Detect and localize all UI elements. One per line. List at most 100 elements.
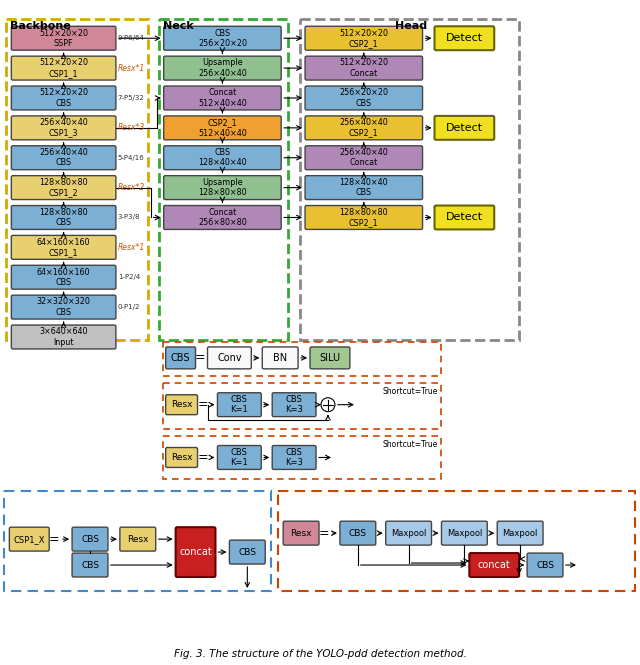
Bar [278,491,635,591]
Text: CBS: CBS [349,529,367,538]
Text: Fig. 3. The structure of the YOLO-pdd detection method.: Fig. 3. The structure of the YOLO-pdd de… [173,648,467,658]
FancyBboxPatch shape [12,325,116,349]
Text: CBS
K=3: CBS K=3 [285,395,303,414]
Text: Resx*1: Resx*1 [118,64,145,72]
Text: CBS
256×20×20: CBS 256×20×20 [198,29,247,48]
Text: Detect: Detect [446,123,483,133]
Text: Detect: Detect [446,213,483,223]
FancyBboxPatch shape [469,553,519,577]
FancyBboxPatch shape [305,116,422,140]
FancyBboxPatch shape [12,146,116,170]
FancyBboxPatch shape [218,446,261,469]
Text: 9-P6/64: 9-P6/64 [118,35,145,41]
FancyBboxPatch shape [310,347,350,369]
Text: CBS
K=3: CBS K=3 [285,448,303,467]
Text: =: = [197,398,208,411]
Text: CBS: CBS [536,561,554,569]
FancyBboxPatch shape [12,86,116,110]
Text: CBS: CBS [238,547,256,557]
Text: 128×80×80
CBS: 128×80×80 CBS [39,207,88,227]
Text: Neck: Neck [163,21,193,31]
Text: BN: BN [273,353,287,363]
Text: CBS: CBS [81,561,99,569]
Text: 3×640×640
Input: 3×640×640 Input [40,327,88,346]
Text: CBS
K=1: CBS K=1 [230,395,248,414]
FancyBboxPatch shape [305,56,422,80]
Text: Shortcut=True: Shortcut=True [382,440,438,449]
FancyBboxPatch shape [497,521,543,545]
FancyBboxPatch shape [283,521,319,545]
Text: Resx*3: Resx*3 [118,124,145,132]
Bar [163,342,442,376]
Text: 128×80×80
CSP1_2: 128×80×80 CSP1_2 [39,178,88,198]
FancyBboxPatch shape [12,27,116,50]
FancyBboxPatch shape [305,86,422,110]
Text: 256×20×20
CBS: 256×20×20 CBS [339,88,388,108]
Text: Concat
512×40×40: Concat 512×40×40 [198,88,247,108]
FancyBboxPatch shape [166,395,198,415]
FancyBboxPatch shape [164,56,281,80]
FancyBboxPatch shape [12,205,116,229]
FancyBboxPatch shape [12,295,116,319]
Text: 64×160×160
CBS: 64×160×160 CBS [37,267,90,287]
FancyBboxPatch shape [272,393,316,417]
FancyBboxPatch shape [207,347,252,369]
FancyBboxPatch shape [164,27,281,50]
FancyBboxPatch shape [305,205,422,229]
Text: 64×160×160
CSP1_1: 64×160×160 CSP1_1 [37,237,90,257]
FancyBboxPatch shape [435,116,494,140]
Text: 512×20×20
CBS: 512×20×20 CBS [39,88,88,108]
Text: Maxpool: Maxpool [447,529,482,538]
FancyBboxPatch shape [527,553,563,577]
Text: CBS: CBS [171,353,190,363]
Text: 3-P3/8: 3-P3/8 [118,215,140,221]
Text: =: = [197,451,208,464]
Text: Resx*1: Resx*1 [118,243,145,252]
FancyBboxPatch shape [435,27,494,50]
Text: Resx*2: Resx*2 [118,183,145,192]
FancyBboxPatch shape [305,146,422,170]
Text: Conv: Conv [217,353,242,363]
Text: Backbone: Backbone [10,21,71,31]
FancyBboxPatch shape [10,527,49,551]
Text: Concat
256×80×80: Concat 256×80×80 [198,207,247,227]
FancyBboxPatch shape [435,205,494,229]
Text: =: = [194,351,205,364]
Text: 256×40×40
Concat: 256×40×40 Concat [339,148,388,168]
FancyBboxPatch shape [305,176,422,200]
Text: Upsample
256×40×40: Upsample 256×40×40 [198,59,247,78]
Text: CBS: CBS [81,535,99,543]
FancyBboxPatch shape [442,521,487,545]
Text: Resx: Resx [127,535,148,543]
Text: Resx: Resx [171,453,193,462]
Bar [300,19,519,340]
FancyBboxPatch shape [72,527,108,551]
Text: 128×80×80
CSP2_1: 128×80×80 CSP2_1 [339,207,388,227]
FancyBboxPatch shape [164,176,281,200]
FancyBboxPatch shape [340,521,376,545]
Text: 7-P5/32: 7-P5/32 [118,95,145,101]
Bar [159,19,288,340]
Text: 32×320×320
CBS: 32×320×320 CBS [36,297,90,317]
Text: 256×40×40
CSP2_1: 256×40×40 CSP2_1 [339,118,388,138]
Bar [163,436,442,479]
Text: CSP2_1
512×40×40: CSP2_1 512×40×40 [198,118,247,138]
Text: Maxpool: Maxpool [502,529,538,538]
FancyBboxPatch shape [12,265,116,289]
Text: CSP1_X: CSP1_X [13,535,45,543]
Text: concat: concat [478,560,511,570]
FancyBboxPatch shape [120,527,156,551]
FancyBboxPatch shape [12,116,116,140]
FancyBboxPatch shape [166,347,196,369]
FancyBboxPatch shape [164,116,281,140]
Text: 128×40×40
CBS: 128×40×40 CBS [339,178,388,198]
Text: Upsample
128×80×80: Upsample 128×80×80 [198,178,247,198]
Text: 512×20×20
SSPF: 512×20×20 SSPF [39,29,88,48]
FancyBboxPatch shape [386,521,431,545]
Bar [163,383,442,429]
FancyBboxPatch shape [164,205,281,229]
Text: 256×40×40
CBS: 256×40×40 CBS [39,148,88,168]
Text: 512×20×20
CSP2_1: 512×20×20 CSP2_1 [339,29,388,48]
FancyBboxPatch shape [175,527,216,577]
Text: 0-P1/2: 0-P1/2 [118,304,140,310]
